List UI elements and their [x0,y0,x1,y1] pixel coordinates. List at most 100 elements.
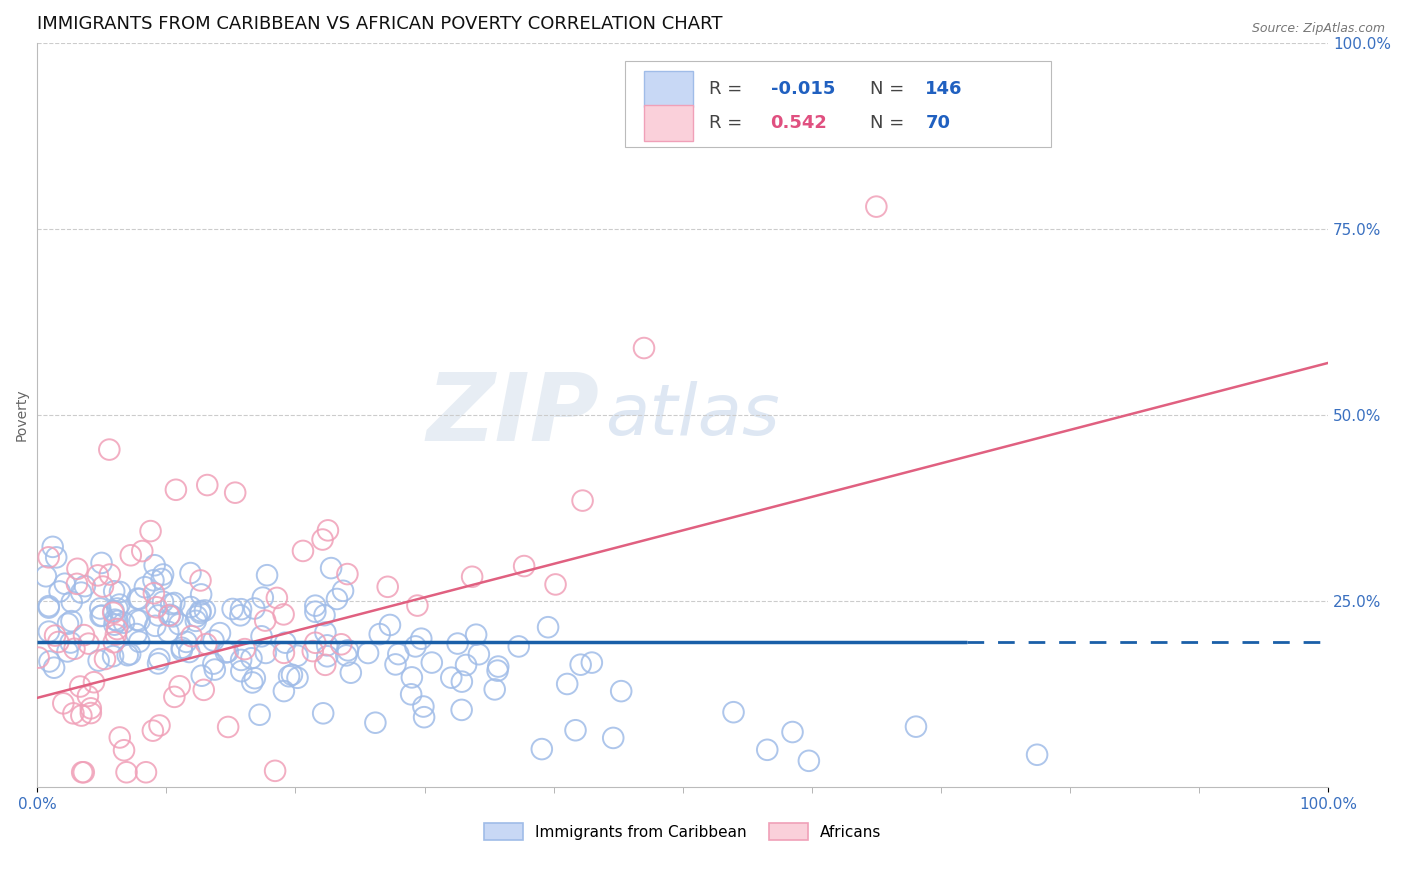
Point [162,609,184,624]
Point [195,637,218,651]
Point [217,720,239,734]
Point [190,587,212,601]
Point [38,600,60,615]
Point [440,671,463,685]
Legend: Immigrants from Caribbean, Africans: Immigrants from Caribbean, Africans [478,816,887,847]
Point [142,574,165,588]
Point [378,618,401,632]
Text: 70: 70 [925,114,950,132]
Point [231,664,253,678]
Point [91,608,114,623]
Point [70,585,93,599]
Point [208,626,231,640]
Point [148,608,170,623]
Point [413,710,436,724]
Point [202,633,225,648]
Point [90,609,112,624]
Point [152,567,174,582]
Point [142,586,165,600]
Point [143,558,166,573]
Point [112,743,135,757]
Text: N =: N = [870,80,910,98]
Point [215,645,238,659]
Point [278,669,301,683]
Point [56,616,79,631]
Point [465,628,488,642]
Point [167,617,190,632]
Point [273,684,295,698]
Text: R =: R = [709,114,748,132]
Point [336,567,359,582]
Point [159,607,181,622]
Point [163,596,186,610]
Point [190,668,212,682]
Point [326,592,349,607]
Point [139,524,162,538]
Point [117,648,139,663]
Text: Source: ZipAtlas.com: Source: ZipAtlas.com [1251,22,1385,36]
Point [420,656,443,670]
Point [304,599,326,613]
Point [190,604,212,618]
Point [368,627,391,641]
Point [484,682,506,697]
Point [250,629,273,643]
Point [287,671,309,685]
Point [170,643,193,657]
Point [364,715,387,730]
Point [150,572,173,586]
Point [42,661,65,675]
Point [454,658,477,673]
Point [179,566,201,580]
Point [243,601,266,615]
Point [38,599,60,613]
Point [1026,747,1049,762]
Point [77,637,100,651]
Point [176,635,198,649]
Point [544,577,567,591]
Point [291,544,314,558]
Point [70,708,93,723]
Point [332,583,354,598]
Point [301,644,323,658]
Point [104,627,127,641]
Point [45,550,67,565]
Point [98,567,121,582]
Text: -0.015: -0.015 [770,80,835,98]
Point [411,632,433,646]
Point [73,628,96,642]
Point [384,657,406,672]
Point [304,636,326,650]
Point [41,540,63,554]
Point [148,718,170,732]
Point [508,640,530,654]
Point [304,605,326,619]
Point [44,629,66,643]
Point [128,591,150,606]
Point [125,613,148,627]
Point [87,654,110,668]
Point [231,653,253,667]
Point [27,650,49,665]
Point [904,720,927,734]
Point [108,731,131,745]
Point [60,614,83,628]
Point [224,485,246,500]
Point [38,624,60,639]
Point [180,629,202,643]
Point [782,725,804,739]
Point [243,671,266,685]
Point [131,544,153,558]
Point [60,595,83,609]
Text: N =: N = [870,114,910,132]
Point [89,601,111,615]
Point [319,561,342,575]
Point [756,743,779,757]
Point [450,674,472,689]
Point [108,585,131,599]
Point [569,657,592,672]
Bar [644,71,693,107]
Point [152,595,174,609]
Point [273,646,295,660]
Point [170,640,193,655]
